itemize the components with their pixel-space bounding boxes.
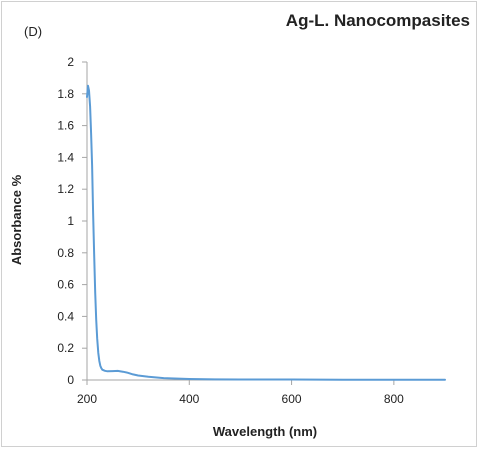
- panel-label: (D): [24, 24, 42, 39]
- x-tick-label: 200: [77, 392, 97, 406]
- y-tick-label: 1.2: [57, 182, 74, 196]
- y-tick-label: 1.6: [57, 119, 74, 133]
- x-tick-label: 400: [179, 392, 199, 406]
- y-tick-label: 2: [67, 55, 74, 69]
- x-tick-label: 600: [282, 392, 302, 406]
- y-tick-label: 0: [67, 373, 74, 387]
- x-tick-label: 800: [384, 392, 404, 406]
- chart-frame: (D) Ag-L. Nanocompasites 0 0.2 0.4 0.6 0.8 1 1…: [1, 1, 477, 447]
- tick-labels: 0 0.2 0.4 0.6 0.8 1 1.2 1.4 1.6 1.8 2 200 400 600 800: [57, 55, 404, 406]
- y-axis-label: Absorbance %: [9, 174, 24, 265]
- y-tick-label: 1: [67, 214, 74, 228]
- y-tick-label: 0.2: [57, 341, 74, 355]
- y-tick-label: 1.4: [57, 150, 74, 164]
- axes: [82, 61, 445, 385]
- absorbance-series-line: [86, 84, 446, 381]
- chart-canvas: (D) Ag-L. Nanocompasites 0 0.2 0.4 0.6 0.8 1 1…: [9, 11, 470, 439]
- x-axis-label: Wavelength (nm): [213, 424, 317, 439]
- y-tick-label: 0.4: [57, 309, 74, 323]
- plot-area: [86, 84, 446, 381]
- y-tick-label: 1.8: [57, 87, 74, 101]
- chart-title: Ag-L. Nanocompasites: [286, 11, 470, 30]
- y-tick-label: 0.6: [57, 278, 74, 292]
- y-tick-label: 0.8: [57, 246, 74, 260]
